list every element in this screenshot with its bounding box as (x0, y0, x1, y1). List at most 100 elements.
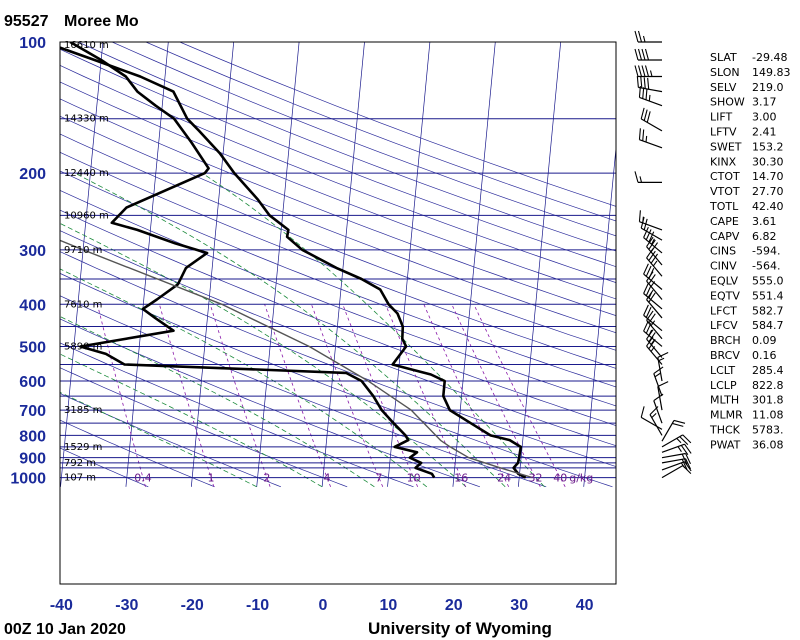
barb-feather (672, 422, 684, 427)
index-name: LCLP (710, 379, 737, 392)
index-name: CTOT (710, 170, 740, 183)
dry-adiabat (60, 170, 616, 388)
parcel-profile (60, 239, 533, 479)
mixing-ratio-label: 1 (207, 472, 214, 485)
barb-feather (640, 406, 645, 418)
index-value: 0.16 (752, 349, 777, 362)
index-value: 555.0 (752, 275, 784, 288)
barb-staff (646, 299, 663, 319)
barb-feather (648, 250, 656, 261)
barb-staff (661, 452, 686, 459)
barb-feather (682, 434, 692, 444)
barb-feather (657, 381, 669, 387)
barb-feather (657, 351, 669, 358)
mixing-ratio-unit: g/kg (569, 472, 593, 485)
pressure-tick-label: 200 (19, 166, 46, 183)
barb-staff (638, 86, 663, 93)
barb-staff (639, 139, 663, 149)
barb-staff (661, 461, 685, 471)
barb-staff (643, 314, 663, 332)
index-value: 14.70 (752, 170, 784, 183)
index-value: -29.48 (752, 51, 787, 64)
moist-adiabat (201, 172, 545, 488)
wind-barb (643, 304, 663, 332)
index-value: 27.70 (752, 185, 784, 198)
dewpoint-profile (69, 42, 436, 479)
barb-feather (650, 253, 659, 264)
barb-feather (643, 77, 646, 89)
barb-feather (645, 265, 652, 277)
station-id: 95527 (4, 13, 49, 30)
mixing-ratio-label: 24 (497, 472, 511, 485)
barb-staff (657, 386, 663, 411)
index-name: EQTV (710, 289, 740, 302)
pressure-tick-label: 700 (19, 403, 46, 420)
barb-feather (646, 236, 654, 247)
barb-staff (643, 273, 663, 290)
mixing-ratio-label: 10 (407, 472, 421, 485)
barb-half-feather (652, 260, 658, 267)
mixing-ratio-line (209, 304, 271, 487)
index-value: 6.82 (752, 230, 777, 243)
barb-feather (634, 171, 639, 183)
barb-staff (646, 257, 663, 277)
barb-staff (646, 345, 663, 365)
index-name: THCK (709, 424, 741, 437)
index-name: LFTV (710, 126, 737, 139)
pressure-tick-label: 1000 (10, 471, 46, 488)
wind-barb (646, 248, 663, 277)
moist-adiabat (60, 268, 428, 488)
index-name: BRCV (710, 349, 740, 362)
dry-adiabat (60, 230, 616, 447)
wind-barb (653, 366, 664, 397)
barb-feather (637, 30, 643, 43)
mixing-ratio-line (473, 304, 566, 487)
mixing-ratio-label: 32 (528, 472, 542, 485)
index-name: LFCT (710, 304, 737, 317)
barb-half-feather (654, 372, 661, 378)
index-name: CAPE (710, 215, 739, 228)
pressure-tick-label: 800 (19, 428, 46, 445)
barb-staff (661, 458, 686, 464)
dry-adiabat (60, 190, 616, 407)
dry-adiabat (111, 42, 616, 237)
barb-staff (653, 373, 663, 397)
temperature-tick-label: 0 (319, 597, 328, 614)
wind-barb (661, 443, 692, 455)
wind-barb (661, 434, 692, 448)
moist-adiabat (60, 222, 467, 488)
index-value: 153.2 (752, 140, 784, 153)
wind-barb (661, 452, 691, 465)
wind-barb (638, 210, 663, 231)
barb-feather (679, 436, 689, 446)
isotherm-line (60, 42, 104, 487)
barb-half-feather (677, 446, 682, 452)
dry-adiabat (60, 367, 348, 488)
isotherm-line (321, 42, 365, 487)
barb-feather (643, 226, 649, 238)
isotherm-line (387, 42, 431, 487)
dry-adiabat (78, 42, 616, 252)
mixing-ratio-label: 7 (375, 472, 382, 485)
barb-feather (645, 306, 652, 318)
barb-staff (646, 280, 663, 300)
barb-half-feather (642, 216, 644, 223)
barb-staff (639, 221, 663, 231)
index-name: EQLV (710, 275, 739, 288)
index-value: 822.8 (752, 379, 784, 392)
index-name: CINS (710, 245, 736, 258)
index-value: 149.83 (752, 66, 791, 79)
barb-feather (642, 129, 645, 141)
index-name: TOTL (709, 200, 739, 213)
barb-feather (638, 210, 641, 222)
barb-feather (641, 65, 646, 77)
dry-adiabat (60, 115, 616, 334)
isotherm-line (517, 42, 562, 487)
index-value: 2.41 (752, 126, 777, 139)
dry-adiabat (60, 295, 547, 488)
index-value: 5783. (752, 424, 784, 437)
temperature-tick-label: 40 (576, 597, 594, 614)
height-label: 5890 m (64, 341, 102, 352)
dry-adiabat (60, 342, 414, 488)
isobar-lines (60, 41, 616, 479)
